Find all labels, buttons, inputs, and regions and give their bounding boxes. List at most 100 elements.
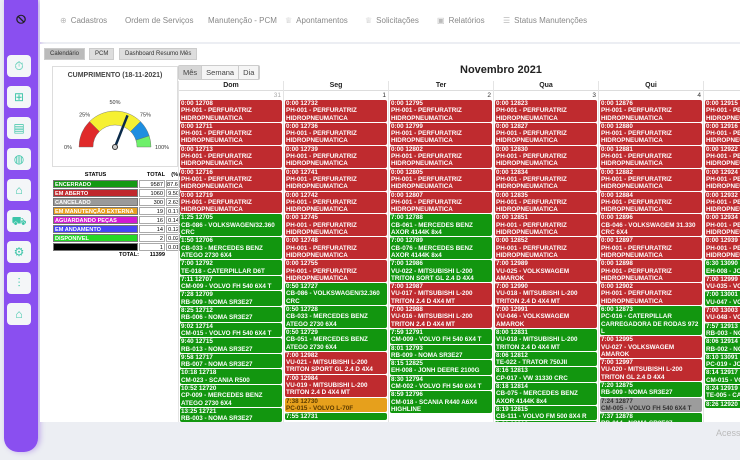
calendar-event[interactable]: 7:55 12731 bbox=[285, 413, 387, 421]
calendar-event[interactable]: 0:00 12745 PH-001 - PERFURATRIZ HIDROPNEU… bbox=[285, 214, 387, 237]
calendar-event[interactable]: 0:00 12708 PH-001 - PERFURATRIZ HIDROPNEU… bbox=[180, 100, 282, 122]
toolbox-button[interactable]: ⌂ bbox=[7, 179, 31, 201]
calendar-event[interactable]: 7:00 13001 VU-047 - VO bbox=[705, 291, 740, 307]
grid-plus-button[interactable]: ⊞ bbox=[7, 86, 31, 108]
calendar-event[interactable]: 6:00 12873 PC-016 - CATERPILLAR CARREGADO… bbox=[600, 306, 702, 336]
nav-item[interactable]: ▣ Relatórios bbox=[437, 16, 485, 25]
view-2[interactable]: Dia bbox=[239, 66, 260, 79]
calendar-event[interactable]: 7:00 12987 VU-017 - MITSUBISHI L-200 TRIT… bbox=[390, 283, 492, 306]
calendar-event[interactable]: 7:00 12788 CB-061 - MERCEDES BENZ AXOR 41… bbox=[390, 214, 492, 237]
tab-0[interactable]: Calendário bbox=[44, 48, 86, 60]
calendar-event[interactable]: 0:00 12736 PH-001 - PERFURATRIZ HIDROPNEU… bbox=[285, 122, 387, 145]
calendar-event[interactable]: 7:57 12913 RB-003 - NO bbox=[705, 322, 740, 338]
calendar-event[interactable]: 1:25 12705 CB-086 - VOLKSWAGEN/32.360 CRC bbox=[180, 214, 282, 237]
calendar-event[interactable]: 8:06 12812 TE-022 - TRATOR 750JII bbox=[495, 351, 597, 367]
calendar-event[interactable]: 0:00 12795 PH-001 - PERFURATRIZ HIDROPNEU… bbox=[390, 100, 492, 122]
calendar-event[interactable]: 0:00 12739 PH-001 - PERFURATRIZ HIDROPNEU… bbox=[285, 145, 387, 168]
calendar-event[interactable]: 7:00 12989 VU-025 - VOLKSWAGEM AMAROK bbox=[495, 260, 597, 283]
nav-item[interactable]: ☰ Status Manutenções bbox=[503, 16, 587, 25]
calendar-event[interactable]: 8:00 12831 VU-018 - MITSUBISHI L-200 TRIT… bbox=[495, 328, 597, 351]
home-lock-button[interactable]: ⌂ bbox=[7, 303, 31, 325]
calendar-event[interactable]: 0:00 12876 PH-001 - PERFURATRIZ HIDROPNEU… bbox=[600, 100, 702, 122]
calendar-event[interactable]: 0:00 12902 PH-001 - PERFURATRIZ HIDROPNEU… bbox=[600, 283, 702, 306]
sliders-button[interactable]: ⫶ bbox=[7, 272, 31, 294]
logo-icon[interactable]: ⦸ bbox=[16, 10, 26, 27]
calendar-event[interactable]: 7:00 12990 VU-018 - MITSUBISHI L-200 TRIT… bbox=[495, 283, 597, 306]
calendar-event[interactable]: 7:00 12984 VU-019 - MITSUBISHI L-200 TRIT… bbox=[285, 374, 387, 397]
calendar-event[interactable]: 9:58 12717 RB-007 - NOMA SR3E27 bbox=[180, 353, 282, 369]
calendar-event[interactable]: 7:00 12792 TE-018 - CATERPILLAR D6T bbox=[180, 260, 282, 275]
calendar-event[interactable]: 0:00 12880 PH-001 - PERFURATRIZ HIDROPNEU… bbox=[600, 122, 702, 145]
calendar-event[interactable]: 0:00 12741 PH-001 - PERFURATRIZ HIDROPNEU… bbox=[285, 168, 387, 191]
calendar-event[interactable]: 10:52 12720 CP-009 - MERCEDES BENZ ATEGO … bbox=[180, 384, 282, 407]
nav-item[interactable]: ♕ Solicitações bbox=[365, 16, 419, 25]
calendar-event[interactable]: 8:14 12917 CM-015 - VO bbox=[705, 369, 740, 384]
day-number[interactable]: 1 bbox=[382, 92, 386, 99]
view-1[interactable]: Semana bbox=[202, 66, 240, 79]
calendar-event[interactable]: 8:25 12712 RB-006 - NOMA SR3E27 bbox=[180, 307, 282, 322]
calendar-event[interactable]: 7:00 12986 VU-022 - MITSUBISHI L-200 TRIT… bbox=[390, 260, 492, 283]
day-number[interactable]: 31 bbox=[273, 92, 281, 99]
tab-2[interactable]: Dashboard Resumo Mês bbox=[119, 48, 198, 60]
calendar-event[interactable]: 7:00 12997 VU-020 - MITSUBISHI L-200 TRIT… bbox=[600, 359, 702, 381]
calendar-event[interactable]: 7:38 12730 PC-015 - VOLVO L-70F bbox=[285, 397, 387, 413]
nav-item[interactable]: Manutenção - PCM bbox=[208, 16, 277, 25]
calendar-event[interactable]: 13:25 12721 RB-003 - NOMA SR3E27 bbox=[180, 407, 282, 422]
calendar-event[interactable]: 0:00 12897 PH-001 - PERFURATRIZ HIDROPNEU… bbox=[600, 237, 702, 260]
nav-item[interactable]: Ordem de Serviços bbox=[125, 16, 193, 25]
stopwatch-button[interactable]: ⏱ bbox=[7, 55, 31, 77]
calendar-event[interactable]: 0:00 12830 PH-001 - PERFURATRIZ HIDROPNEU… bbox=[495, 145, 597, 168]
calendar-event[interactable]: 0:00 12719 PH-001 - PERFURATRIZ HIDROPNEU… bbox=[180, 191, 282, 214]
calendar-event[interactable]: 8:59 12796 CM-018 - SCANIA R440 A6X4 HIGH… bbox=[390, 391, 492, 414]
calendar-event[interactable]: 0:00 12748 PH-001 - PERFURATRIZ HIDROPNEU… bbox=[285, 237, 387, 260]
nav-item[interactable]: ♕ Apontamentos bbox=[285, 16, 348, 25]
calendar-event[interactable]: 8:16 12813 CP-017 - VW 31330 CRC bbox=[495, 367, 597, 382]
calendar-event[interactable]: 7:20 12875 RB-009 - NOMA SR3E27 bbox=[600, 381, 702, 397]
calendar-event[interactable]: 0:00 12713 PH-001 - PERFURATRIZ HIDROPNEU… bbox=[180, 145, 282, 168]
calendar-event[interactable]: 0:00 12852 PH-001 - PERFURATRIZ HIDROPNEU… bbox=[495, 237, 597, 260]
calendar-event[interactable]: 0:00 12884 PH-001 - PERFURATRIZ HIDROPNEU… bbox=[600, 191, 702, 214]
day-number[interactable]: 4 bbox=[697, 92, 701, 99]
calendar-event[interactable]: 0:00 12742 PH-001 - PERFURATRIZ HIDROPNEU… bbox=[285, 191, 387, 214]
calendar-event[interactable]: 7:00 12991 VU-046 - VOLKSWAGEM AMAROK bbox=[495, 306, 597, 328]
calendar-event[interactable]: 0:00 12755 PH-001 - PERFURATRIZ HIDROPNEU… bbox=[285, 260, 387, 283]
calendar-event[interactable]: 8:30 12794 CM-002 - VOLVO FH 540 6X4 T bbox=[390, 375, 492, 391]
calendar-event[interactable]: 8:10 13091 PC-019 - JO bbox=[705, 353, 740, 369]
calendar-event[interactable]: 8:24 12919 TE-005 - CA bbox=[705, 384, 740, 400]
day-number[interactable]: 3 bbox=[592, 92, 596, 99]
calendar-event[interactable]: 0:00 12851 PH-001 - PERFURATRIZ HIDROPNEU… bbox=[495, 214, 597, 237]
calendar-event[interactable]: 8:19 12815 CB-111 - VOLVO FM 500 8X4 R bbox=[495, 405, 597, 421]
calendar-event[interactable]: 0:00 12827 PH-001 - PERFURATRIZ HIDROPNEU… bbox=[495, 122, 597, 145]
calendar-event[interactable]: 0:00 12799 PH-001 - PERFURATRIZ HIDROPNEU… bbox=[390, 122, 492, 145]
calendar-event[interactable]: 0:50 12727 CB-086 - VOLKSWAGEN/32.360 CRC bbox=[285, 283, 387, 306]
calendar-event[interactable]: 7:37 12878RB-014 - NOMA SR3E27 bbox=[600, 413, 702, 422]
calendar-event[interactable]: 7:00 13003 VU-048 - VO bbox=[705, 307, 740, 322]
calendar-event[interactable]: 0:00 12835 PH-001 - PERFURATRIZ HIDROPNEU… bbox=[495, 191, 597, 214]
calendar-event[interactable]: 8:15 12825 EH-008 - JONH DEERE 2100G bbox=[390, 360, 492, 375]
tab-1[interactable]: PCM bbox=[89, 48, 115, 60]
calendar-event[interactable]: 7:00 12999 VU-035 - VO bbox=[705, 275, 740, 291]
nav-item[interactable]: ⊕ Cadastros bbox=[60, 16, 107, 25]
calendar-event[interactable]: 0:00 12834 PH-001 - PERFURATRIZ HIDROPNEU… bbox=[495, 168, 597, 191]
calendar-event[interactable]: 7:11 12707 CM-009 - VOLVO FH 540 6X4 T bbox=[180, 275, 282, 291]
calendar-event[interactable]: 0:00 12711 PH-001 - PERFURATRIZ HIDROPNEU… bbox=[180, 122, 282, 145]
calendar-event[interactable]: 0:00 12805 PH-001 - PERFURATRIZ HIDROPNEU… bbox=[390, 168, 492, 191]
calendar-event[interactable]: 1:50 12706 CB-033 - MERCEDES BENZ ATEGO 2… bbox=[180, 237, 282, 260]
calendar-event[interactable]: 0:50 12728 CB-033 - MERCEDES BENZ ATEGO 2… bbox=[285, 306, 387, 328]
calendar-event[interactable]: 0:00 12807 PH-001 - PERFURATRIZ HIDROPNEU… bbox=[390, 191, 492, 214]
coins-button[interactable]: ◍ bbox=[7, 148, 31, 170]
calendar-event[interactable]: 0:00 12881 PH-001 - PERFURATRIZ HIDROPNEU… bbox=[600, 145, 702, 168]
calendar-event[interactable]: 9:02 12714 CM-015 - VOLVO FH 540 6X4 T bbox=[180, 322, 282, 338]
calendar-event[interactable]: 0:00 12898 PH-001 - PERFURATRIZ HIDROPNEU… bbox=[600, 260, 702, 283]
calendar-event[interactable]: 0:50 12729 CB-051 - MERCEDES BENZ ATEGO 2… bbox=[285, 328, 387, 351]
calendar-event[interactable]: 0:00 12823 PH-001 - PERFURATRIZ HIDROPNEU… bbox=[495, 100, 597, 122]
calendar-event[interactable]: 8:01 12793 RB-009 - NOMA SR3E27 bbox=[390, 344, 492, 360]
calendar-event[interactable]: 8:21 12816 bbox=[495, 421, 597, 422]
view-0[interactable]: Mês bbox=[179, 66, 203, 79]
gear-button[interactable]: ⚙ bbox=[7, 241, 31, 263]
calendar-event[interactable]: 7:00 12995 VU-027 - VOLKSWAGEM AMAROK bbox=[600, 336, 702, 359]
